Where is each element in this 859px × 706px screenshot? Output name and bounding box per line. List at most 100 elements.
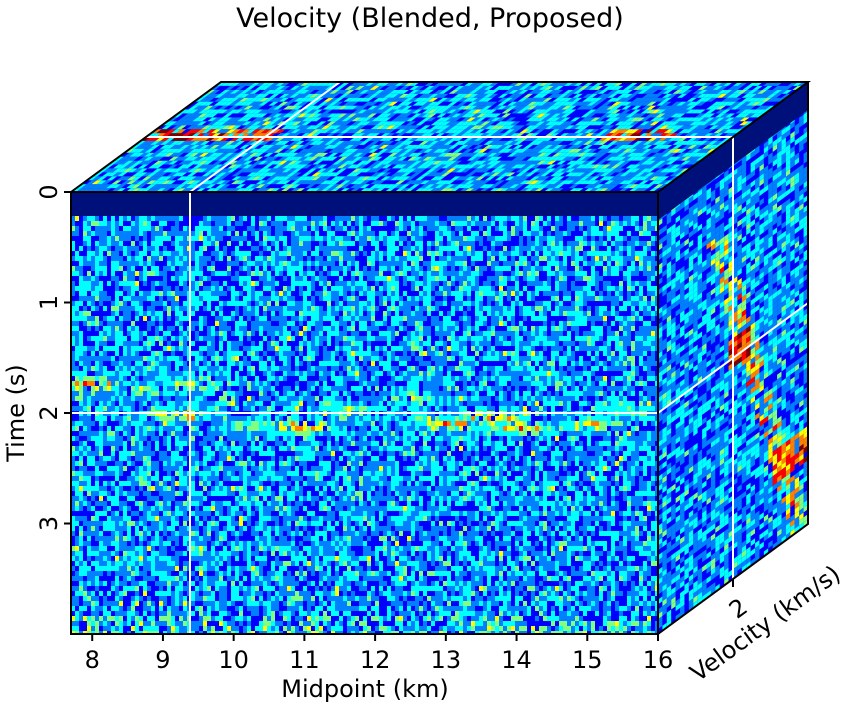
- heat-cell: [531, 231, 535, 236]
- heat-cell: [491, 326, 495, 331]
- heat-cell: [335, 251, 339, 256]
- heat-cell: [571, 216, 575, 221]
- heat-cell: [227, 216, 231, 221]
- heat-cell: [343, 306, 347, 311]
- heat-cell: [551, 341, 555, 346]
- heat-cell: [507, 246, 511, 251]
- heat-cell: [603, 256, 607, 261]
- heat-cell: [135, 296, 139, 301]
- heat-cell: [247, 341, 251, 346]
- heat-cell: [383, 341, 387, 346]
- heat-cell: [491, 256, 495, 261]
- heat-cell: [415, 231, 419, 236]
- heat-cell: [587, 321, 591, 326]
- heat-cell: [123, 236, 127, 241]
- heat-cell: [231, 276, 235, 281]
- heat-cell: [451, 236, 455, 241]
- heat-cell: [355, 366, 359, 371]
- heat-cell: [651, 251, 655, 256]
- heat-cell: [83, 351, 87, 356]
- heat-cell: [527, 216, 531, 221]
- heat-cell: [435, 231, 439, 236]
- heat-cell: [183, 296, 187, 301]
- heat-cell: [267, 261, 271, 266]
- heat-cell: [71, 231, 75, 236]
- heat-cell: [223, 221, 227, 226]
- heat-cell: [203, 221, 207, 226]
- heat-cell: [223, 341, 227, 346]
- heat-cell: [267, 376, 271, 381]
- heat-cell: [83, 311, 87, 316]
- heat-cell: [451, 366, 455, 371]
- heat-cell: [83, 226, 87, 231]
- heat-cell: [115, 371, 119, 376]
- heat-cell: [647, 226, 651, 231]
- heat-cell: [519, 361, 523, 366]
- heat-cell: [91, 331, 95, 336]
- heat-cell: [295, 366, 299, 371]
- heat-cell: [135, 371, 139, 376]
- heat-cell: [615, 226, 619, 231]
- heat-cell: [519, 296, 523, 301]
- heat-cell: [175, 381, 179, 386]
- heat-cell: [599, 226, 603, 231]
- heat-cell: [463, 376, 467, 381]
- heat-cell: [499, 216, 503, 221]
- heat-cell: [327, 336, 331, 341]
- heat-cell: [371, 316, 375, 321]
- heat-cell: [371, 226, 375, 231]
- heat-cell: [283, 346, 287, 351]
- heat-cell: [475, 326, 479, 331]
- heat-cell: [287, 371, 291, 376]
- heat-cell: [543, 371, 547, 376]
- heat-cell: [95, 381, 99, 386]
- heat-cell: [339, 331, 343, 336]
- heat-cell: [251, 346, 255, 351]
- heat-cell: [139, 266, 143, 271]
- heat-cell: [607, 351, 611, 356]
- heat-cell: [631, 256, 635, 261]
- heat-cell: [459, 371, 463, 376]
- heat-cell: [147, 221, 151, 226]
- heat-cell: [167, 236, 171, 241]
- heat-cell: [271, 246, 275, 251]
- heat-cell: [263, 381, 267, 386]
- heat-cell: [539, 321, 543, 326]
- heat-cell: [387, 256, 391, 261]
- heat-cell: [451, 346, 455, 351]
- heat-cell: [343, 346, 347, 351]
- heat-cell: [139, 251, 143, 256]
- heat-cell: [171, 216, 175, 221]
- heat-cell: [195, 331, 199, 336]
- heat-cell: [495, 276, 499, 281]
- heat-cell: [611, 251, 615, 256]
- heat-cell: [363, 271, 367, 276]
- heat-cell: [251, 341, 255, 346]
- heat-cell: [495, 236, 499, 241]
- heat-cell: [555, 366, 559, 371]
- heat-cell: [619, 241, 623, 246]
- heat-cell: [599, 366, 603, 371]
- heat-cell: [155, 361, 159, 366]
- heat-cell: [223, 306, 227, 311]
- heat-cell: [95, 291, 99, 296]
- heat-cell: [455, 301, 459, 306]
- heat-cell: [615, 316, 619, 321]
- heat-cell: [115, 231, 119, 236]
- heat-cell: [639, 256, 643, 261]
- heat-cell: [559, 216, 563, 221]
- heat-cell: [595, 256, 599, 261]
- heat-cell: [579, 276, 583, 281]
- heat-cell: [587, 291, 591, 296]
- heat-cell: [439, 236, 443, 241]
- heat-cell: [175, 256, 179, 261]
- heat-cell: [79, 231, 83, 236]
- heat-cell: [143, 346, 147, 351]
- heat-cell: [303, 361, 307, 366]
- heat-cell: [435, 346, 439, 351]
- heat-cell: [587, 231, 591, 236]
- heat-cell: [551, 256, 555, 261]
- heat-cell: [95, 241, 99, 246]
- heat-cell: [111, 361, 115, 366]
- heat-cell: [359, 356, 363, 361]
